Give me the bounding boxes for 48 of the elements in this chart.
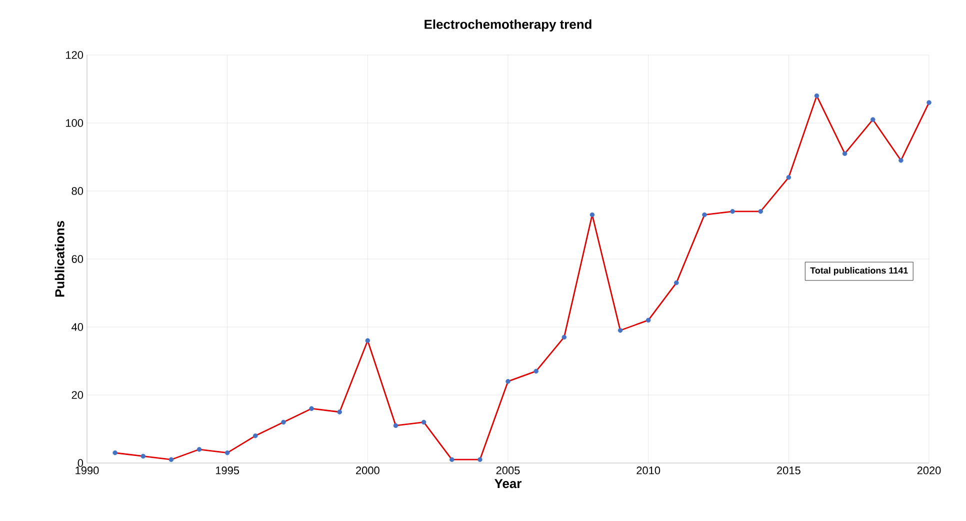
y-tick-label: 80 xyxy=(72,187,84,195)
point xyxy=(618,328,623,333)
point xyxy=(365,338,370,343)
point xyxy=(337,410,342,414)
x-tick-label: 2005 xyxy=(496,466,520,474)
point xyxy=(702,212,707,218)
point xyxy=(534,368,538,374)
point xyxy=(224,450,230,456)
point xyxy=(449,457,454,462)
chart-title: Electrochemotherapy trend xyxy=(424,19,592,32)
point xyxy=(112,450,118,456)
point xyxy=(140,454,146,459)
point xyxy=(590,212,595,218)
point xyxy=(421,420,426,425)
annotation: Total publications 1141 xyxy=(810,267,908,276)
point xyxy=(674,280,679,286)
point xyxy=(786,175,792,180)
point xyxy=(842,151,848,156)
x-tick-label: 1990 xyxy=(76,466,99,474)
point xyxy=(506,379,510,384)
point xyxy=(168,457,174,462)
y-tick-label: 0 xyxy=(78,459,84,467)
y-axis-title: Publications xyxy=(54,221,64,297)
y-tick-label: 20 xyxy=(72,391,84,399)
x-tick-label: 2020 xyxy=(917,466,941,474)
point xyxy=(393,423,398,428)
x-tick-label: 2000 xyxy=(356,466,380,474)
point xyxy=(309,406,314,411)
y-tick-label: 60 xyxy=(72,255,84,263)
x-tick-label: 2010 xyxy=(636,466,660,474)
point xyxy=(730,209,735,214)
point xyxy=(926,100,932,105)
point xyxy=(646,318,651,323)
point xyxy=(253,433,258,438)
x-axis-title: Year xyxy=(494,479,522,488)
x-tick-label: 1995 xyxy=(216,466,240,474)
x-tick-label: 2015 xyxy=(777,466,800,474)
point xyxy=(562,334,567,340)
y-tick-label: 100 xyxy=(66,119,84,127)
point xyxy=(870,117,876,122)
point xyxy=(758,209,763,214)
y-tick-label: 120 xyxy=(66,51,84,59)
point xyxy=(898,158,904,163)
point xyxy=(196,447,202,452)
point xyxy=(814,93,820,98)
y-tick-label: 40 xyxy=(72,323,84,331)
point xyxy=(281,420,286,425)
point xyxy=(478,457,482,462)
